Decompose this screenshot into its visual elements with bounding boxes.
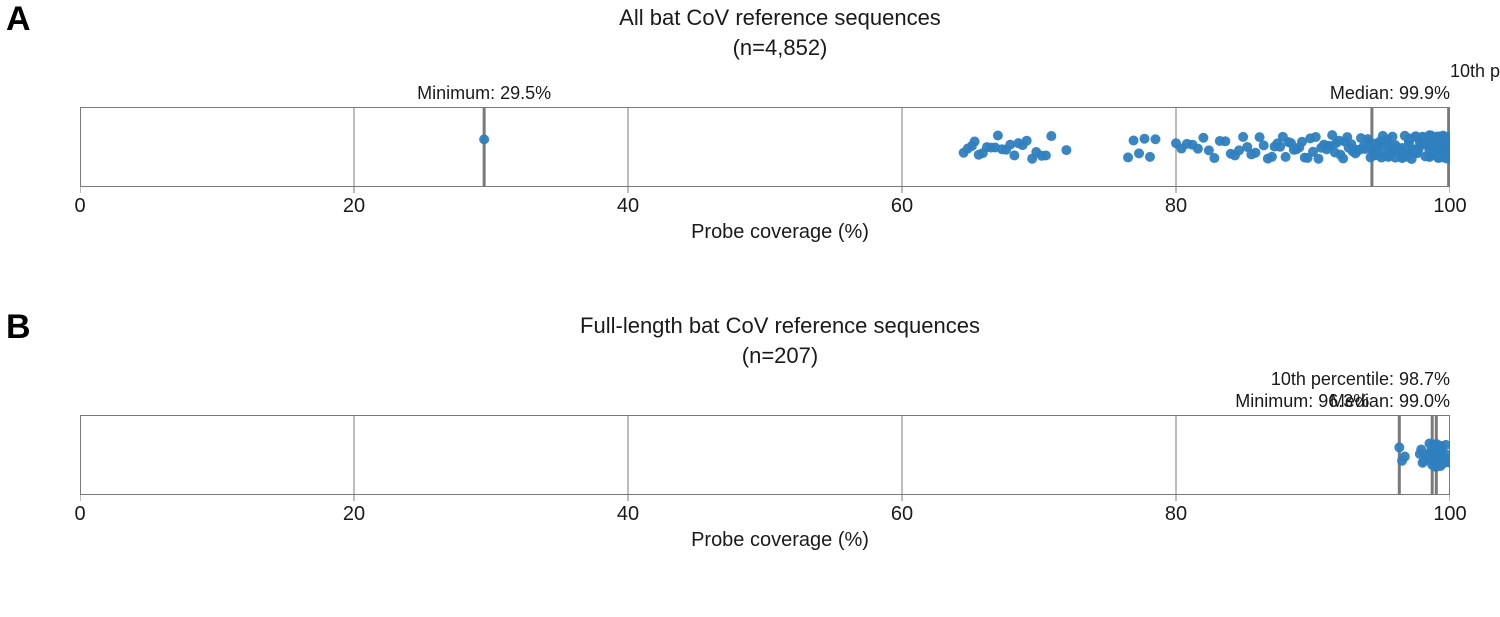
- figure: A All bat CoV reference sequences (n=4,8…: [0, 0, 1500, 617]
- panel-b: Full-length bat CoV reference sequences …: [80, 312, 1480, 552]
- panel-b-plot: [80, 415, 1480, 503]
- xtick-label: 0: [74, 503, 85, 526]
- xtick-label: 100: [1433, 503, 1466, 526]
- panel-b-subtitle: (n=207): [80, 342, 1480, 370]
- panel-a-title: All bat CoV reference sequences: [80, 4, 1480, 32]
- xtick-label: 40: [617, 503, 639, 526]
- panel-b-xticks: 020406080100: [80, 503, 1450, 529]
- panel-a-annotation-median: Median: 99.9%: [1330, 83, 1450, 104]
- xtick-label: 40: [617, 195, 639, 218]
- panel-a-xaxis-label: Probe coverage (%): [80, 221, 1480, 244]
- panel-a-plot: [80, 107, 1480, 195]
- panel-a-xticks: 020406080100: [80, 195, 1450, 221]
- panel-b-title: Full-length bat CoV reference sequences: [80, 312, 1480, 340]
- panel-letter-a: A: [6, 0, 31, 39]
- panel-a: All bat CoV reference sequences (n=4,852…: [80, 4, 1480, 244]
- panel-b-strip-chart: [80, 415, 1450, 503]
- xtick-label: 60: [891, 195, 913, 218]
- xtick-label: 20: [343, 195, 365, 218]
- xtick-label: 80: [1165, 195, 1187, 218]
- panel-a-annotation-minimum: Minimum: 29.5%: [417, 83, 551, 104]
- panel-a-strip-chart: [80, 107, 1450, 195]
- panel-letter-b: B: [6, 308, 31, 347]
- panel-b-annotation-median: Median: 99.0%: [1330, 391, 1450, 412]
- panel-a-subtitle: (n=4,852): [80, 34, 1480, 62]
- panel-b-annotations: 10th percentile: 98.7% Minimum: 96.3% Me…: [80, 369, 1480, 415]
- xtick-label: 80: [1165, 503, 1187, 526]
- panel-b-annotation-p10: 10th percentile: 98.7%: [1271, 369, 1450, 390]
- xtick-label: 0: [74, 195, 85, 218]
- xtick-label: 20: [343, 503, 365, 526]
- panel-a-annotations: 10th percentile: 94.3% Minimum: 29.5% Me…: [80, 61, 1480, 107]
- panel-b-xaxis-label: Probe coverage (%): [80, 529, 1480, 552]
- xtick-label: 100: [1433, 195, 1466, 218]
- xtick-label: 60: [891, 503, 913, 526]
